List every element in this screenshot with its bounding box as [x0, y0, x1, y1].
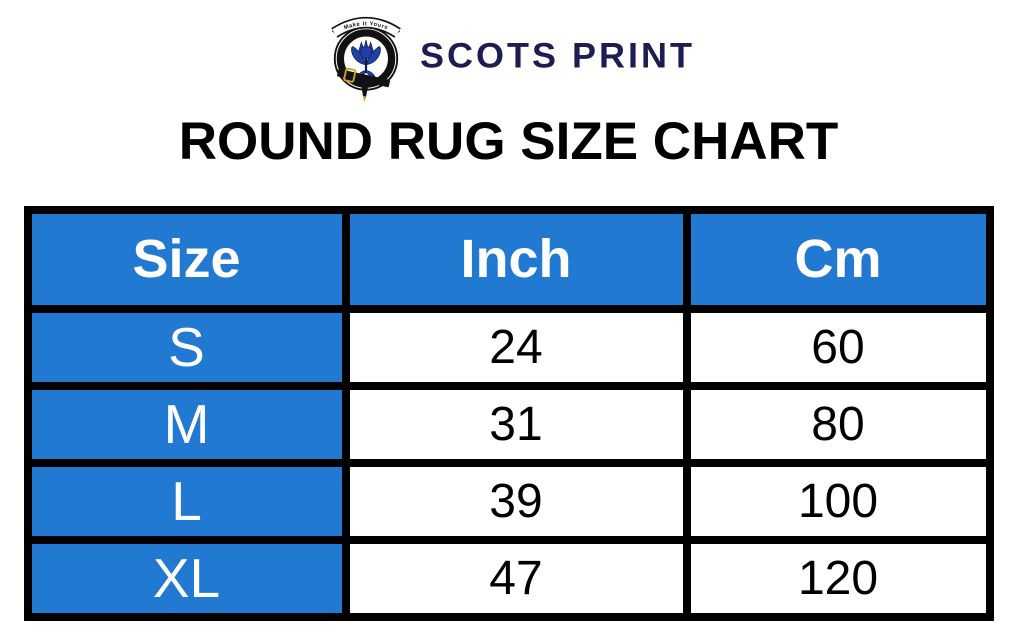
inch-value: 47 — [341, 535, 691, 621]
table-row: XL 47 120 — [23, 535, 994, 621]
badge-banner: Make It Yours — [331, 17, 401, 38]
cm-value: 60 — [682, 304, 994, 390]
size-label: S — [23, 304, 350, 390]
size-label: XL — [23, 535, 350, 621]
thistle-icon — [351, 39, 381, 79]
size-label: M — [23, 381, 350, 467]
page: Make It Yours SCOTS PRINT ROUND RUG SIZE… — [0, 0, 1017, 621]
inch-value: 39 — [341, 458, 691, 544]
cm-value: 80 — [682, 381, 994, 467]
cm-value: 100 — [682, 458, 994, 544]
column-header-inch: Inch — [341, 205, 691, 313]
column-header-size: Size — [23, 205, 350, 313]
header-row: Size Inch Cm — [23, 205, 994, 313]
brand-wordmark: SCOTS PRINT — [419, 35, 695, 76]
strap-tail-tip — [362, 95, 367, 103]
size-label: L — [23, 458, 350, 544]
brand-header: Make It Yours SCOTS PRINT — [0, 0, 1017, 103]
clan-crest-badge-icon: Make It Yours — [331, 17, 401, 103]
badge-banner-text: Make It Yours — [343, 21, 389, 31]
page-title: ROUND RUG SIZE CHART — [178, 112, 839, 171]
table-row: M 31 80 — [23, 381, 994, 467]
size-chart-table: Size Inch Cm S 24 60 M 31 80 L 39 100 — [23, 205, 994, 621]
inch-value: 24 — [341, 304, 691, 390]
column-header-cm: Cm — [682, 205, 994, 313]
table-row: L 39 100 — [23, 458, 994, 544]
strap-tail — [360, 83, 369, 98]
belt-buckle-icon — [337, 67, 391, 88]
table-row: S 24 60 — [23, 304, 994, 390]
cm-value: 120 — [682, 535, 994, 621]
inch-value: 31 — [341, 381, 691, 467]
